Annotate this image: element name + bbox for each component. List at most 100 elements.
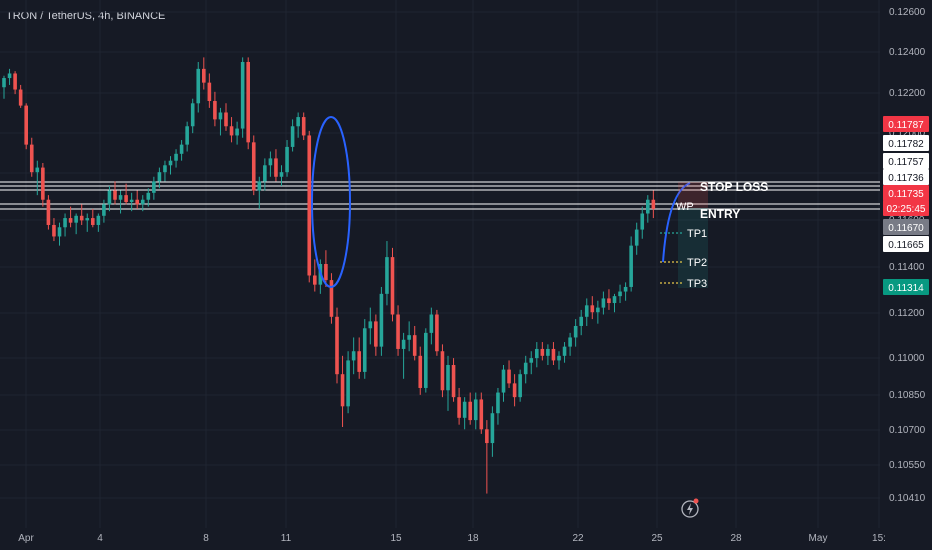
- candle: [407, 321, 411, 352]
- candle: [41, 162, 45, 207]
- candle: [2, 75, 6, 99]
- y-tick-label: 0.12400: [889, 47, 926, 58]
- candle: [351, 337, 356, 375]
- candle: [435, 309, 439, 356]
- x-tick-label: 8: [203, 533, 209, 544]
- x-tick-label: May: [809, 533, 828, 544]
- y-tick-label: 0.12200: [889, 88, 926, 99]
- candle: [113, 181, 117, 205]
- candle: [518, 369, 522, 402]
- candle: [573, 319, 578, 347]
- candle: [462, 397, 467, 430]
- price-badge: 0.11787: [883, 116, 929, 132]
- candle: [279, 165, 284, 186]
- candle: [623, 282, 628, 301]
- candle: [285, 140, 289, 177]
- candle: [346, 351, 350, 414]
- candle: [501, 365, 506, 402]
- candle: [251, 135, 256, 196]
- candle: [601, 291, 606, 315]
- trend-arc[interactable]: [662, 182, 691, 263]
- candle: [129, 192, 134, 212]
- candle: [457, 387, 461, 425]
- candle: [107, 185, 112, 212]
- candle: [152, 176, 156, 200]
- y-tick-label: 0.10700: [889, 425, 926, 436]
- candle: [485, 420, 489, 494]
- svg-text:0.11782: 0.11782: [888, 139, 924, 150]
- svg-text:02:25:45: 02:25:45: [887, 204, 926, 215]
- candle: [329, 273, 334, 324]
- candle: [207, 73, 212, 108]
- candle: [357, 337, 361, 379]
- price-badge: 0.11314: [883, 279, 929, 295]
- candle: [584, 298, 589, 326]
- x-tick-label: 18: [467, 533, 479, 544]
- annotation-label: TP1: [687, 228, 707, 240]
- candle: [324, 250, 328, 287]
- y-axis: 0.126000.124000.122000.120000.118000.116…: [889, 7, 926, 504]
- risk-zone: [678, 182, 708, 208]
- highlight-ellipse[interactable]: [311, 116, 351, 288]
- candle: [496, 387, 500, 425]
- candle: [57, 222, 62, 246]
- candle: [79, 204, 84, 225]
- x-tick-label: 22: [572, 533, 584, 544]
- candle: [301, 112, 306, 141]
- candle: [46, 195, 51, 230]
- drawings: STOP LOSS WP ENTRY TP1 TP2 TP3: [311, 116, 768, 290]
- candle: [374, 314, 378, 356]
- candle: [202, 57, 206, 90]
- candle: [523, 355, 528, 384]
- candle: [263, 158, 267, 191]
- candle: [390, 247, 395, 322]
- candles: [2, 57, 656, 494]
- candle: [596, 300, 600, 324]
- candle: [607, 289, 611, 310]
- annotation-label: ENTRY: [700, 207, 740, 221]
- x-tick-label: 11: [281, 533, 292, 544]
- chart-title: TRON / TetherUS, 4h, BINANCE: [6, 10, 166, 22]
- candle: [213, 91, 217, 127]
- candle: [612, 293, 617, 313]
- x-tick-label: 15:: [872, 533, 886, 544]
- price-badge: 0.11782: [883, 135, 929, 151]
- y-tick-label: 0.11400: [889, 262, 925, 273]
- candle: [85, 213, 90, 232]
- svg-text:0.11314: 0.11314: [888, 283, 924, 294]
- candle: [651, 190, 656, 219]
- candle: [618, 284, 622, 304]
- candle: [157, 167, 162, 189]
- candle: [362, 319, 367, 379]
- candle: [68, 206, 73, 228]
- candle: [551, 342, 556, 366]
- svg-text:0.11736: 0.11736: [888, 173, 924, 184]
- y-tick-label: 0.10850: [889, 390, 926, 401]
- candle: [74, 213, 78, 235]
- candle: [646, 195, 650, 223]
- x-tick-label: 4: [97, 533, 103, 544]
- bolt-icon[interactable]: [681, 498, 699, 518]
- candle: [562, 342, 567, 363]
- candle: [102, 199, 106, 223]
- svg-text:0.11670: 0.11670: [888, 223, 924, 234]
- candle: [512, 374, 517, 407]
- candle: [257, 176, 262, 209]
- candle: [140, 195, 145, 212]
- trade-annotations: STOP LOSS WP ENTRY TP1 TP2 TP3: [660, 180, 768, 290]
- candle: [185, 121, 189, 152]
- candle: [568, 332, 572, 356]
- candle: [190, 98, 195, 134]
- price-badge: 0.11670: [883, 219, 929, 235]
- candle: [446, 355, 450, 411]
- candle: [507, 360, 511, 388]
- candle: [418, 346, 423, 395]
- candle: [35, 160, 40, 196]
- candle: [135, 190, 139, 209]
- y-tick-label: 0.12600: [889, 7, 926, 18]
- candle: [163, 160, 167, 182]
- candle: [640, 206, 645, 239]
- candle: [401, 332, 406, 379]
- candle: [451, 358, 456, 402]
